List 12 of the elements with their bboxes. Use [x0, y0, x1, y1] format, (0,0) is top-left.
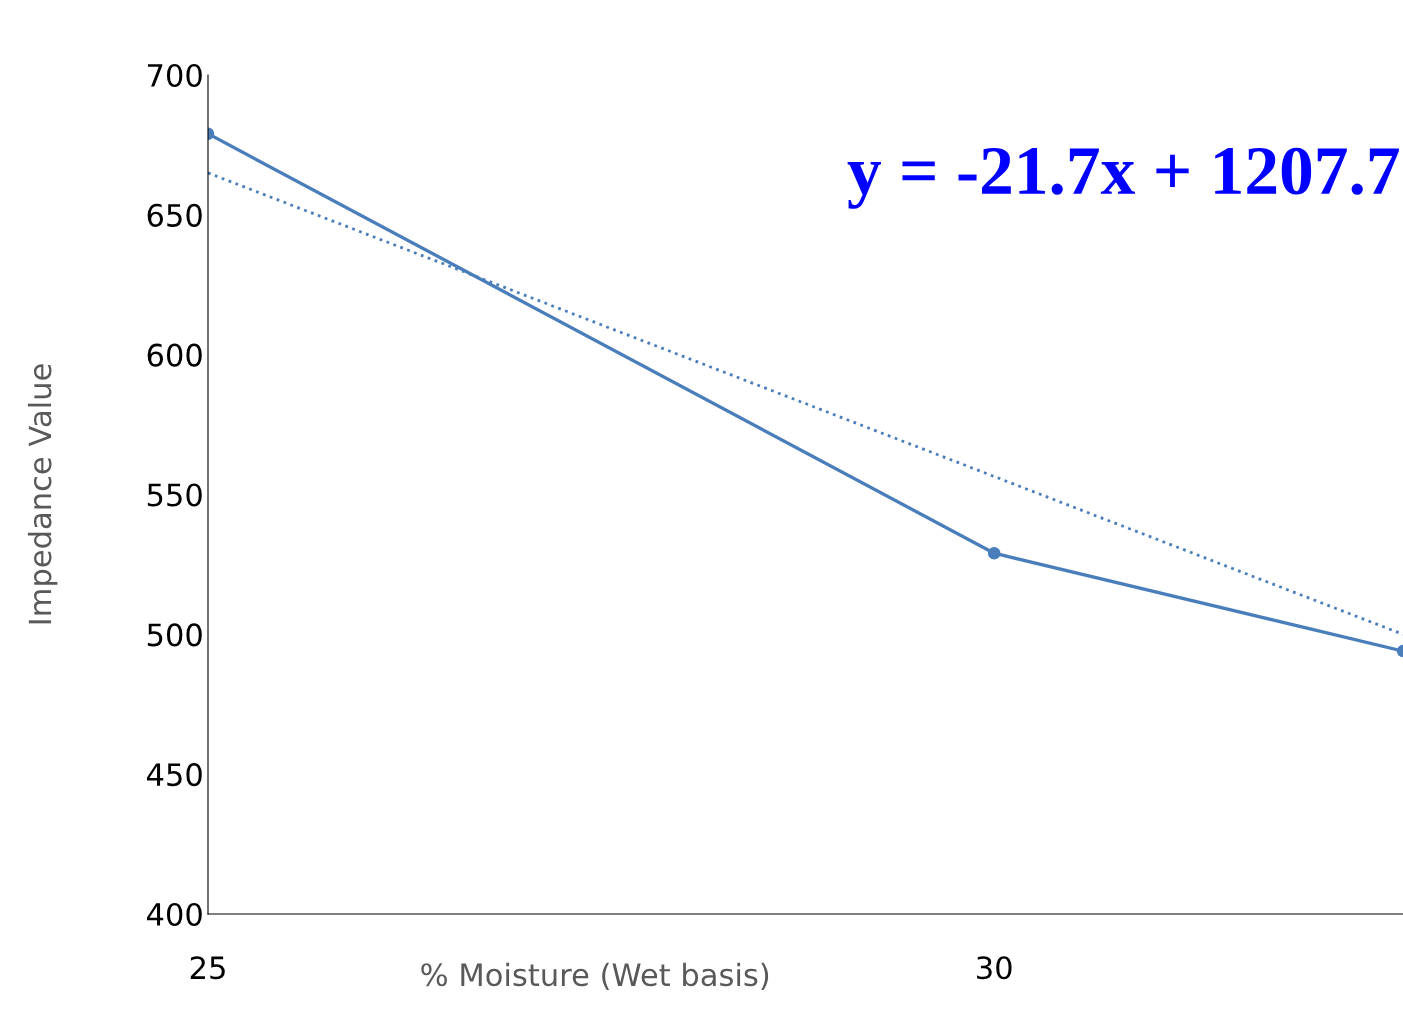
y-tick-label: 500 — [147, 623, 202, 647]
x-tick-label: 30 — [977, 956, 1012, 980]
x-axis-title: % Moisture (Wet basis) — [421, 962, 769, 990]
annotation: y = -21.7x + 1207.7 — [847, 147, 1399, 209]
x-tick-label: 25 — [190, 956, 225, 980]
y-tick-label: 550 — [147, 483, 202, 507]
y-tick-label: 700 — [148, 63, 202, 88]
y-tick-label: 450 — [146, 763, 202, 787]
y-tick-label: 400 — [146, 902, 202, 927]
y-tick-label: 600 — [147, 343, 202, 367]
y-tick-label: 650 — [147, 203, 202, 227]
y-axis-title: Impedance Value — [27, 364, 58, 624]
